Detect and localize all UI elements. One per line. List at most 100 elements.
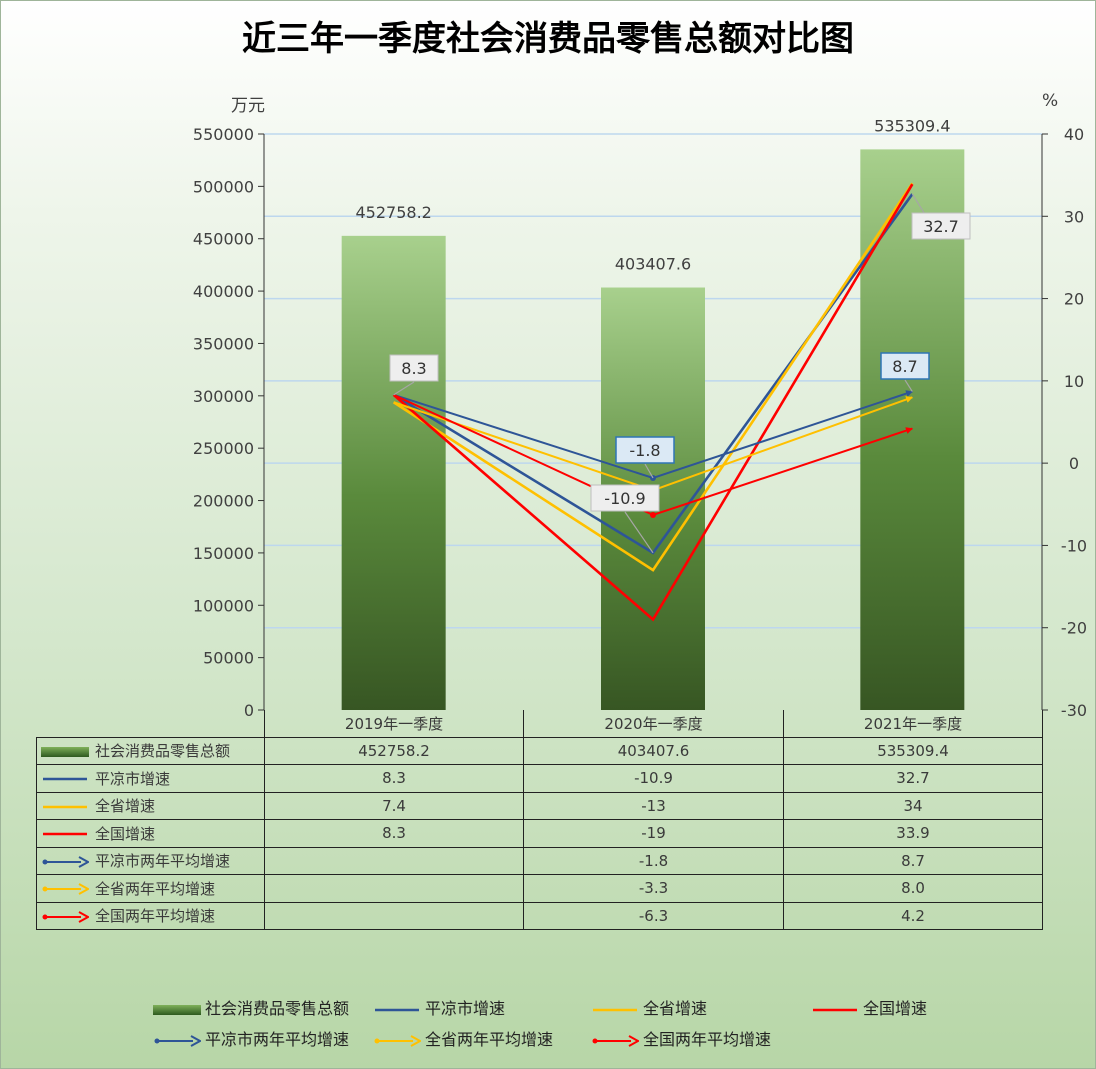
average-point [650,511,656,518]
left-tick-label: 150000 [193,544,254,563]
table-cell: 34 [783,791,1043,820]
table-row: 平凉市两年平均增速 -1.8 8.7 [36,846,1043,875]
table-header-cell: 2020年一季度 [523,710,784,738]
table-row-label: 全国增速 [95,824,156,843]
left-axis-unit: 万元 [231,96,265,116]
right-tick-label: 20 [1064,290,1084,309]
chart-title: 近三年一季度社会消费品零售总额对比图 [242,19,854,59]
table-cell: 32.7 [783,764,1043,793]
table-row: 全国增速 8.3 -19 33.9 [36,819,1043,848]
bar [341,235,446,710]
table-cell: 452758.2 [264,736,524,765]
table-cell [264,846,524,875]
table-cell: 403407.6 [523,736,784,765]
table-cell: -1.8 [523,846,784,875]
table-cell: -6.3 [523,901,784,930]
series-line [392,183,914,622]
table-cell: 33.9 [783,819,1043,848]
table-cell: -10.9 [523,764,784,793]
left-tick-label: 300000 [193,387,254,406]
callout-label: 8.7 [892,357,917,376]
callout-leader [644,463,654,479]
table-row-header: 全省增速 [36,791,265,820]
table-header-row: 2019年一季度 2020年一季度 2021年一季度 [36,710,1043,738]
table-header-cell: 2019年一季度 [264,710,524,738]
left-tick-label: 450000 [193,230,254,249]
table-cell [264,901,524,930]
callout-label: 8.3 [401,359,426,378]
legend-label: 平凉市两年平均增速 [205,1030,350,1049]
table-header-cell: 2021年一季度 [783,710,1043,738]
table-cell: 8.3 [264,819,524,848]
right-tick-label: -10 [1061,536,1087,555]
left-tick-label: 550000 [193,125,254,144]
callout-box [389,354,439,382]
legend-item: 社会消费品零售总额 [153,995,349,1019]
left-tick-label: 350000 [193,334,254,353]
table-row-header: 全国两年平均增速 [36,901,265,930]
table-row-label: 社会消费品零售总额 [95,742,231,761]
callout-leader [904,379,913,392]
callout-box [615,436,675,464]
table-row-header: 平凉市增速 [36,764,265,793]
table-row: 社会消费品零售总额 452758.2 403407.6 535309.4 [36,736,1043,765]
legend-item: 全国两年平均增速 [591,1026,771,1050]
table-row-label: 平凉市两年平均增速 [95,852,231,871]
callout-leader [393,381,415,396]
table-cell: 535309.4 [783,736,1043,765]
table-row-header: 全省两年平均增速 [36,874,265,903]
table-row-label: 全省两年平均增速 [95,879,216,898]
bar-value-label: 452758.2 [355,203,431,222]
legend-item: 全省两年平均增速 [373,1026,553,1050]
table-row-header: 平凉市两年平均增速 [36,846,265,875]
legend-label: 全省两年平均增速 [425,1030,554,1049]
right-tick-label: -20 [1061,619,1087,638]
callout-leader [624,511,654,554]
callout-label: -10.9 [604,489,645,508]
table-row: 全国两年平均增速 -6.3 4.2 [36,901,1043,930]
series-line [392,182,914,572]
table-row-label: 全国两年平均增速 [95,907,216,926]
right-tick-label: -30 [1061,701,1087,720]
left-tick-label: 250000 [193,439,254,458]
table-cell [264,874,524,903]
table-row-header: 社会消费品零售总额 [36,736,265,765]
table-row: 平凉市增速 8.3 -10.9 32.7 [36,764,1043,793]
table-cell: -19 [523,819,784,848]
legend-item: 全国增速 [811,995,927,1019]
right-tick-label: 40 [1064,125,1084,144]
legend-item: 全省增速 [591,995,707,1019]
table-cell: 8.7 [783,846,1043,875]
right-axis-unit: % [1042,91,1059,111]
legend-item: 平凉市增速 [373,995,505,1019]
callout-label: -1.8 [629,441,660,460]
table-corner-cell [36,710,265,737]
table-cell: 7.4 [264,791,524,820]
legend-bar-key [41,746,89,757]
legend-label: 全国增速 [863,999,928,1018]
table-cell: -13 [523,791,784,820]
table-row: 全省增速 7.4 -13 34 [36,791,1043,820]
legend-item: 平凉市两年平均增速 [153,1026,349,1050]
callout-box [880,352,930,380]
right-tick-label: 0 [1069,454,1079,473]
left-tick-label: 500000 [193,177,254,196]
bar-value-label: 535309.4 [874,116,950,135]
table-row-header: 全国增速 [36,819,265,848]
table-row-label: 全省增速 [95,797,156,816]
table-cell: -3.3 [523,874,784,903]
callout-label: 32.7 [923,217,959,236]
table-row-label: 平凉市增速 [95,769,171,788]
legend-label: 社会消费品零售总额 [205,999,350,1018]
left-tick-label: 50000 [203,649,254,668]
right-tick-label: 30 [1064,207,1084,226]
left-tick-label: 200000 [193,492,254,511]
left-tick-label: 100000 [193,596,254,615]
data-table: 2019年一季度 2020年一季度 2021年一季度社会消费品零售总额 452758.… [36,710,1043,930]
legend-label: 全省增速 [643,999,708,1018]
right-tick-label: 10 [1064,372,1084,391]
bar-value-label: 403407.6 [615,255,691,274]
left-tick-label: 400000 [193,282,254,301]
